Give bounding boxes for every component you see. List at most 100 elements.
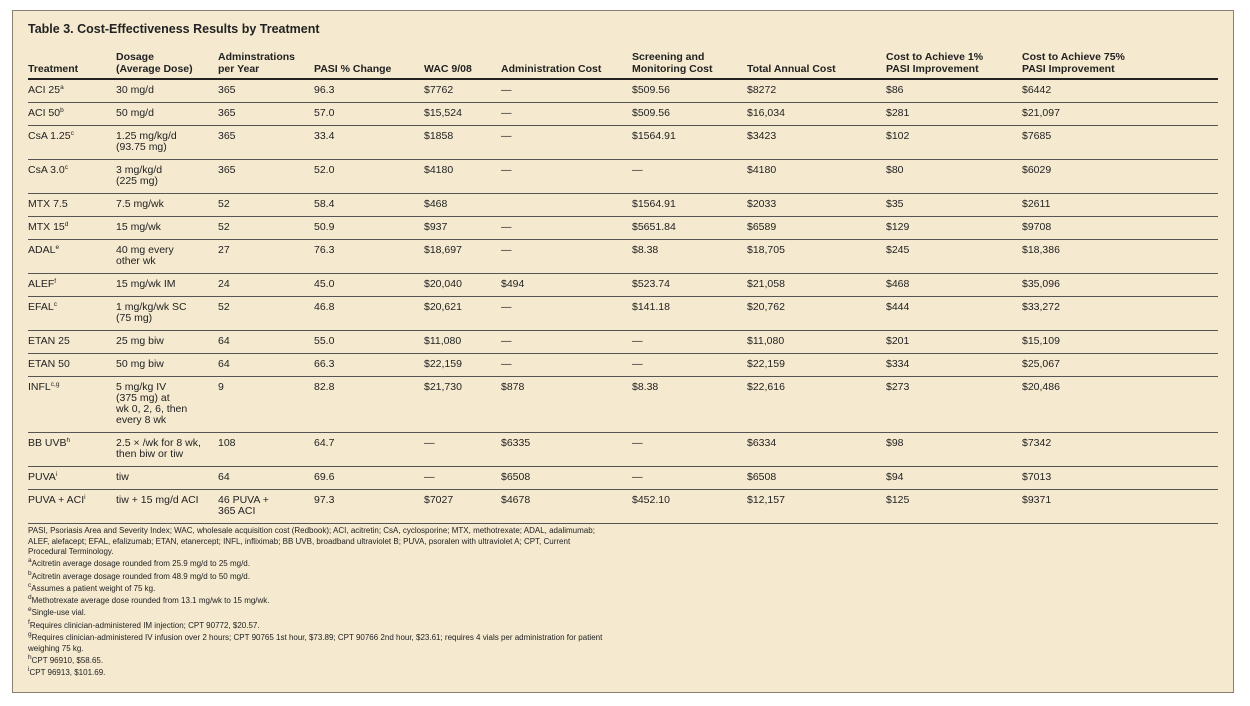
cell: $35,096 [1022, 273, 1218, 297]
cell: $3423 [747, 125, 886, 160]
footnote-ref: i [55, 471, 58, 478]
cell: $1564.91 [632, 193, 747, 217]
footnote-ref: f [54, 278, 57, 285]
cell: $33,272 [1022, 296, 1218, 331]
cell: 46.8 [314, 296, 424, 331]
cell: $2033 [747, 193, 886, 217]
footnote-mark: b [28, 569, 32, 577]
cell: — [501, 102, 632, 126]
footnote-text: Requires clinician-administered IV infus… [28, 633, 603, 653]
cell: $6508 [747, 466, 886, 490]
cell: 82.8 [314, 376, 424, 433]
cell: $15,524 [424, 102, 501, 126]
treatment-name: ETAN 50 [28, 358, 70, 370]
cell: $11,080 [747, 330, 886, 354]
cell: $15,109 [1022, 330, 1218, 354]
table-row: BB UVBh 2.5 × /wk for 8 wk, then biw or t… [28, 432, 1218, 467]
footnote-ref: c [70, 130, 74, 137]
footnote-ref: c,g [50, 381, 60, 388]
cell: 52 [218, 216, 314, 240]
cell: $468 [886, 273, 1022, 297]
cell: 15 mg/wk IM [116, 273, 218, 297]
footnote-ref: c [64, 164, 69, 171]
cell: 5 mg/kg IV (375 mg) at wk 0, 2, 6, then … [116, 376, 218, 433]
cell: 45.0 [314, 273, 424, 297]
footnote: gRequires clinician-administered IV infu… [28, 631, 603, 654]
cell: 58.4 [314, 193, 424, 217]
cell: $7762 [424, 79, 501, 103]
cell: 76.3 [314, 239, 424, 274]
footnote: fRequires clinician-administered IM inje… [28, 619, 603, 632]
footnote: PASI, Psoriasis Area and Severity Index;… [28, 526, 603, 558]
column-header: Screening and Monitoring Cost [632, 51, 747, 80]
cell: $4180 [424, 159, 501, 194]
footnote-text: Methotrexate average dose rounded from 1… [31, 596, 270, 606]
cell: $281 [886, 102, 1022, 126]
cell: $6335 [501, 432, 632, 467]
treatment-name: BB UVB [28, 437, 67, 449]
column-header: Cost to Achieve 1% PASI Improvement [886, 51, 1022, 80]
cell: $21,097 [1022, 102, 1218, 126]
footnote-mark: i [28, 666, 30, 674]
footnote-mark: g [28, 631, 32, 639]
cell: $878 [501, 376, 632, 433]
cell: — [632, 159, 747, 194]
cell: 50 mg/d [116, 102, 218, 126]
table-row: PUVA + ACIi tiw + 15 mg/d ACI 46 PUVA + 36… [28, 489, 1218, 524]
column-header: Total Annual Cost [747, 51, 886, 80]
cell: $21,730 [424, 376, 501, 433]
treatment-name: ACI 50 [28, 107, 61, 119]
cell: 30 mg/d [116, 79, 218, 103]
cell: 52.0 [314, 159, 424, 194]
cell: $25,067 [1022, 353, 1218, 377]
cell: 57.0 [314, 102, 424, 126]
cell: INFLc,g [28, 376, 116, 433]
cell: 9 [218, 376, 314, 433]
cell: — [501, 159, 632, 194]
cell: CsA 1.25c [28, 125, 116, 160]
cell: 2.5 × /wk for 8 wk, then biw or tiw [116, 432, 218, 467]
cell: MTX 7.5 [28, 193, 116, 217]
cell: 55.0 [314, 330, 424, 354]
cell: — [632, 330, 747, 354]
cell: — [501, 125, 632, 160]
table-row: MTX 7.5 7.5 mg/wk 52 58.4 $468 $1564.91 $2033 $… [28, 193, 1218, 217]
cell: $937 [424, 216, 501, 240]
cell: $1564.91 [632, 125, 747, 160]
footnote: eSingle-use vial. [28, 606, 603, 619]
cell: $4180 [747, 159, 886, 194]
treatment-name: MTX 7.5 [28, 198, 68, 210]
cell: $7027 [424, 489, 501, 524]
cell: $80 [886, 159, 1022, 194]
empty-cell [501, 193, 632, 217]
footnote: bAcitretin average dosage rounded from 4… [28, 569, 603, 583]
table-row: MTX 15d 15 mg/wk 52 50.9 $937— $5651.84 $6589 $… [28, 216, 1218, 240]
footnote-mark: e [28, 606, 32, 614]
table-row: PUVAi tiw 64 69.6— $6508— $6508 $94 $7013 [28, 466, 1218, 490]
cell: $523.74 [632, 273, 747, 297]
cell: 365 [218, 125, 314, 160]
treatment-name: MTX 15 [28, 221, 65, 233]
treatment-name: PUVA [28, 471, 56, 483]
footnote-text: Requires clinician-administered IM injec… [29, 620, 260, 630]
footnote-text: PASI, Psoriasis Area and Severity Index;… [28, 526, 595, 556]
cell: $21,058 [747, 273, 886, 297]
table-row: ETAN 25 25 mg biw 64 55.0 $11,080— — $11,080 $2… [28, 330, 1218, 354]
cell: $245 [886, 239, 1022, 274]
cell: BB UVBh [28, 432, 116, 467]
cell: EFALc [28, 296, 116, 331]
cell: $509.56 [632, 102, 747, 126]
cell: 24 [218, 273, 314, 297]
cell: PUVA + ACIi [28, 489, 116, 524]
cell: $201 [886, 330, 1022, 354]
table-row: ETAN 50 50 mg biw 64 66.3 $22,159— — $22,159 $3… [28, 353, 1218, 377]
footnote-ref: i [84, 494, 86, 501]
cell: — [632, 466, 747, 490]
cell: 365 [218, 102, 314, 126]
cell: $9708 [1022, 216, 1218, 240]
cell: 108 [218, 432, 314, 467]
cell: 64.7 [314, 432, 424, 467]
table-row: ADALe 40 mg every other wk 27 76.3 $18,697— $… [28, 239, 1218, 274]
cell: — [424, 432, 501, 467]
cell: $20,486 [1022, 376, 1218, 433]
